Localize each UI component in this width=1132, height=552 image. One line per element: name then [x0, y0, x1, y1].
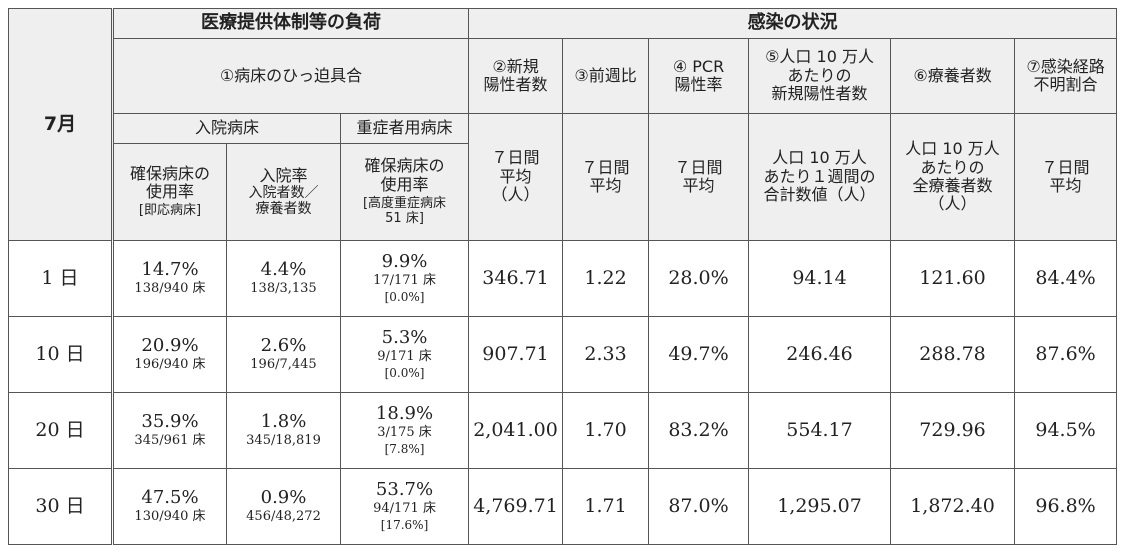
hospitalization-rate-header: 入院率 入院者数／ 療養者数	[226, 143, 341, 241]
hospital-beds-header: 入院病床	[112, 113, 341, 144]
table-row: 10 日 20.9% 196/940 床 2.6% 196/7,445 5.3% 9/…	[8, 316, 1118, 393]
unknown-route-cell: 96.8%	[1014, 468, 1118, 545]
hospitalization-cell: 1.8% 345/18,819	[226, 392, 341, 469]
table-row: 30 日 47.5% 130/940 床 0.9% 456/48,272 53.7%…	[8, 468, 1118, 545]
patients-cell: 1,872.40	[890, 468, 1016, 545]
unknown-route-cell: 84.4%	[1014, 240, 1118, 317]
severe-beds-header: 重症者用病床	[339, 113, 470, 144]
medical-load-header: 医療提供体制等の負荷	[111, 8, 470, 39]
month-header: 7月	[8, 8, 114, 241]
severe-usage-cell: 5.3% 9/171 床 [0.0%]	[339, 316, 470, 393]
unknown-route-unit: ７日間 平均	[1014, 113, 1118, 241]
infection-status-header: 感染の状況	[468, 8, 1118, 39]
pcr-rate-cell: 28.0%	[648, 240, 750, 317]
bed-tightness-header: ①病床のひっ迫具合	[111, 38, 470, 114]
new-positive-unit: ７日間 平均 （人）	[468, 113, 564, 241]
per100k-cell: 554.17	[748, 392, 892, 469]
hospitalization-cell: 0.9% 456/48,272	[226, 468, 341, 545]
per100k-cell: 94.14	[748, 240, 892, 317]
week-ratio-cell: 1.22	[562, 240, 650, 317]
pcr-rate-cell: 87.0%	[648, 468, 750, 545]
week-ratio-cell: 1.71	[562, 468, 650, 545]
new-positive-header: ②新規 陽性者数	[468, 38, 564, 114]
patients-cell: 729.96	[890, 392, 1016, 469]
secured-bed-usage-header: 確保病床の 使用率 [即応病床]	[112, 143, 227, 241]
hospitalization-cell: 2.6% 196/7,445	[226, 316, 341, 393]
table-row: 1 日 14.7% 138/940 床 4.4% 138/3,135 9.9% 17/…	[8, 240, 1118, 317]
day-cell: 30 日	[8, 468, 114, 545]
patients-unit: 人口 10 万人 あたりの 全療養者数 （人）	[890, 113, 1016, 241]
patients-cell: 288.78	[890, 316, 1016, 393]
unknown-route-cell: 94.5%	[1014, 392, 1118, 469]
bed-usage-cell: 20.9% 196/940 床	[112, 316, 227, 393]
pcr-rate-cell: 49.7%	[648, 316, 750, 393]
patients-cell: 121.60	[890, 240, 1016, 317]
severe-usage-cell: 53.7% 94/171 床 [17.6%]	[339, 468, 470, 545]
severe-secured-usage-header: 確保病床の 使用率 [高度重症病床 51 床]	[339, 143, 470, 241]
new-positive-cell: 2,041.00	[468, 392, 564, 469]
per100k-cell: 246.46	[748, 316, 892, 393]
week-ratio-header: ③前週比	[562, 38, 650, 114]
bed-usage-cell: 14.7% 138/940 床	[112, 240, 227, 317]
per100k-new-unit: 人口 10 万人 あたり１週間の 合計数値（人）	[748, 113, 892, 241]
hospitalization-cell: 4.4% 138/3,135	[226, 240, 341, 317]
day-cell: 1 日	[8, 240, 114, 317]
bed-usage-cell: 35.9% 345/961 床	[112, 392, 227, 469]
covid-status-table: 7月 医療提供体制等の負荷 感染の状況 ①病床のひっ迫具合 ②新規 陽性者数 ③…	[8, 8, 1118, 545]
day-cell: 10 日	[8, 316, 114, 393]
table-row: 20 日 35.9% 345/961 床 1.8% 345/18,819 18.9%…	[8, 392, 1118, 469]
pcr-rate-unit: ７日間 平均	[648, 113, 750, 241]
unknown-route-cell: 87.6%	[1014, 316, 1118, 393]
week-ratio-cell: 2.33	[562, 316, 650, 393]
patients-header: ⑥療養者数	[890, 38, 1016, 114]
pcr-rate-header: ④ PCR 陽性率	[648, 38, 750, 114]
week-ratio-cell: 1.70	[562, 392, 650, 469]
day-cell: 20 日	[8, 392, 114, 469]
pcr-rate-cell: 83.2%	[648, 392, 750, 469]
new-positive-cell: 346.71	[468, 240, 564, 317]
new-positive-cell: 907.71	[468, 316, 564, 393]
week-ratio-unit: ７日間 平均	[562, 113, 650, 241]
unknown-route-header: ⑦感染経路 不明割合	[1014, 38, 1118, 114]
severe-usage-cell: 9.9% 17/171 床 [0.0%]	[339, 240, 470, 317]
bed-usage-cell: 47.5% 130/940 床	[112, 468, 227, 545]
per100k-new-header: ⑤人口 10 万人 あたりの 新規陽性者数	[748, 38, 892, 114]
per100k-cell: 1,295.07	[748, 468, 892, 545]
new-positive-cell: 4,769.71	[468, 468, 564, 545]
severe-usage-cell: 18.9% 3/175 床 [7.8%]	[339, 392, 470, 469]
